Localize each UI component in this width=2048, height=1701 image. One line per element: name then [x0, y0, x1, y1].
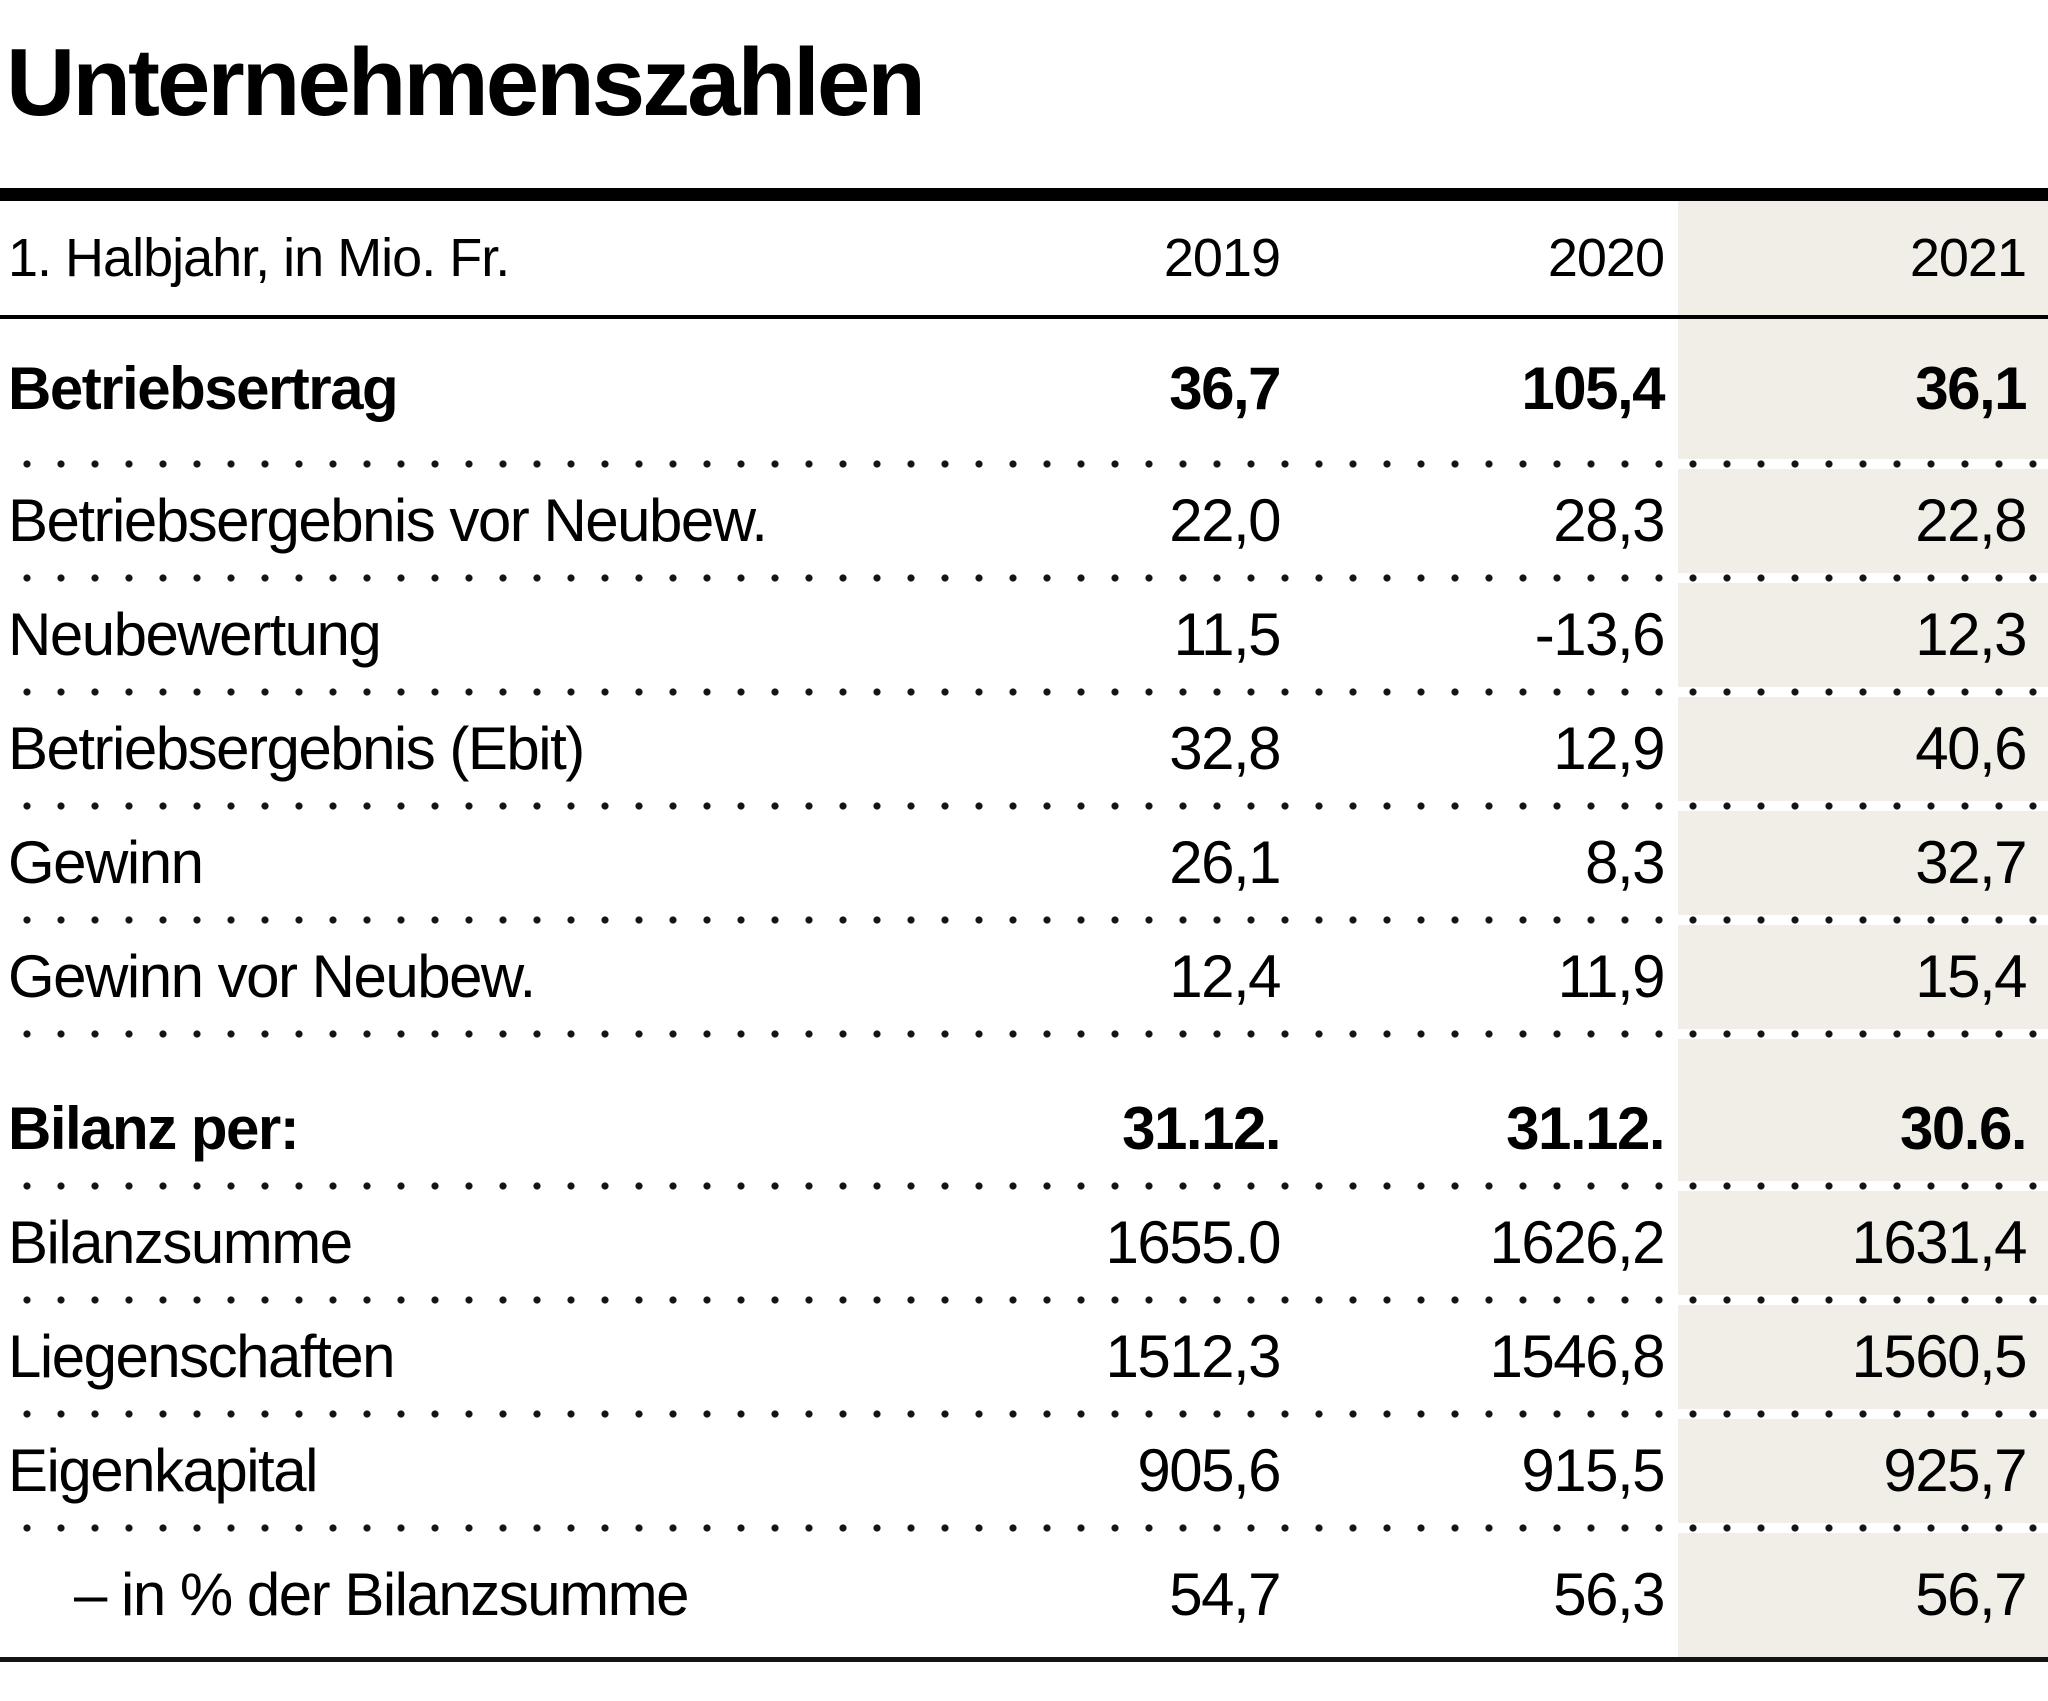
table-row: – in % der Bilanzsumme 54,7 56,3 56,7: [0, 1533, 2048, 1657]
row-label: Bilanz per:: [8, 1094, 300, 1162]
column-header-2019: 2019: [1163, 227, 1281, 288]
table-row: Neubewertung 11,5 -13,6 12,3: [0, 583, 2048, 687]
dotted-row-separator: [0, 686, 2048, 697]
row-label: Eigenkapital: [8, 1436, 318, 1504]
row-value-2019: 1512,3: [1105, 1322, 1281, 1390]
row-value-2021: 36,1: [1915, 354, 2027, 422]
row-label: Gewinn vor Neubew.: [8, 942, 536, 1010]
dotted-row-separator: [0, 800, 2048, 811]
dotted-row-separator: [0, 572, 2048, 583]
table-row: Gewinn vor Neubew. 12,4 11,9 15,4: [0, 925, 2048, 1029]
dotted-row-separator: [0, 1294, 2048, 1305]
row-value-2021: 12,3: [1915, 600, 2027, 668]
table-unit-label: 1. Halbjahr, in Mio. Fr.: [8, 227, 510, 288]
row-value-2020: 1546,8: [1489, 1322, 1665, 1390]
table-row: Liegenschaften 1512,3 1546,8 1560,5: [0, 1305, 2048, 1409]
row-value-2020: 12,9: [1553, 714, 1665, 782]
row-value-2020: 1626,2: [1489, 1208, 1665, 1276]
table-row: Betriebsergebnis (Ebit) 32,8 12,9 40,6: [0, 697, 2048, 801]
row-value-2021: 22,8: [1915, 486, 2027, 554]
dotted-row-separator: [0, 1028, 2048, 1039]
dotted-row-separator: [0, 914, 2048, 925]
table-row: Gewinn 26,1 8,3 32,7: [0, 811, 2048, 915]
row-value-2020: 105,4: [1521, 354, 1665, 422]
table-row: Bilanz per: 31.12. 31.12. 30.6.: [0, 1077, 2048, 1181]
dotted-row-separator: [0, 1522, 2048, 1533]
row-value-2019: 26,1: [1169, 828, 1281, 896]
table-body: Betriebsertrag 36,7 105,4 36,1 Betriebse…: [0, 319, 2048, 1657]
row-value-2019: 36,7: [1169, 354, 1281, 422]
column-header-2020: 2020: [1547, 227, 1665, 288]
row-value-2020: 28,3: [1553, 486, 1665, 554]
table-row: Bilanzsumme 1655.0 1626,2 1631,4: [0, 1191, 2048, 1295]
row-value-2020: 11,9: [1557, 942, 1666, 1010]
row-value-2020: -13,6: [1534, 600, 1666, 668]
page-title: Unternehmenszahlen: [6, 29, 926, 136]
row-label: Neubewertung: [8, 600, 382, 668]
table-header-row: 1. Halbjahr, in Mio. Fr. 2019 2020 2021: [0, 201, 2048, 315]
column-header-2021: 2021: [1909, 227, 2027, 288]
row-label: Betriebsergebnis (Ebit): [8, 714, 585, 782]
row-value-2020: 31.12.: [1506, 1094, 1665, 1162]
row-label: – in % der Bilanzsumme: [74, 1560, 689, 1628]
row-value-2021: 15,4: [1915, 942, 2027, 1010]
row-value-2019: 905,6: [1137, 1436, 1281, 1504]
row-value-2020: 56,3: [1553, 1560, 1665, 1628]
bottom-rule: [0, 1656, 2048, 1662]
row-label: Liegenschaften: [8, 1322, 396, 1390]
title-divider-rule: [0, 187, 2048, 201]
row-value-2019: 1655.0: [1105, 1208, 1281, 1276]
row-value-2021: 1631,4: [1851, 1208, 2027, 1276]
row-value-2019: 54,7: [1169, 1560, 1281, 1628]
row-label: Gewinn: [8, 828, 204, 896]
row-value-2019: 32,8: [1169, 714, 1281, 782]
table-row: Betriebsertrag 36,7 105,4 36,1: [0, 319, 2048, 459]
row-value-2019: 31.12.: [1122, 1094, 1281, 1162]
row-label: Bilanzsumme: [8, 1208, 353, 1276]
table-row: Betriebsergebnis vor Neubew. 22,0 28,3 2…: [0, 469, 2048, 573]
row-value-2021: 1560,5: [1851, 1322, 2027, 1390]
figures-table: 1. Halbjahr, in Mio. Fr. 2019 2020 2021 …: [0, 200, 2048, 1662]
row-value-2019: 12,4: [1169, 942, 1281, 1010]
row-value-2020: 915,5: [1521, 1436, 1665, 1504]
dotted-row-separator: [0, 1180, 2048, 1191]
row-value-2021: 40,6: [1915, 714, 2027, 782]
row-label: Betriebsertrag: [8, 354, 399, 422]
table-row: Eigenkapital 905,6 915,5 925,7: [0, 1419, 2048, 1523]
dotted-row-separator: [0, 1408, 2048, 1419]
row-value-2020: 8,3: [1585, 828, 1665, 896]
row-value-2021: 925,7: [1883, 1436, 2027, 1504]
row-value-2021: 56,7: [1915, 1560, 2027, 1628]
row-value-2019: 11,5: [1173, 600, 1282, 668]
dotted-row-separator: [0, 458, 2048, 469]
row-value-2021: 30.6.: [1900, 1094, 2027, 1162]
row-label: Betriebsergebnis vor Neubew.: [8, 486, 768, 554]
header-divider-rule: [0, 314, 2048, 319]
row-value-2021: 32,7: [1915, 828, 2027, 896]
row-value-2019: 22,0: [1169, 486, 1281, 554]
